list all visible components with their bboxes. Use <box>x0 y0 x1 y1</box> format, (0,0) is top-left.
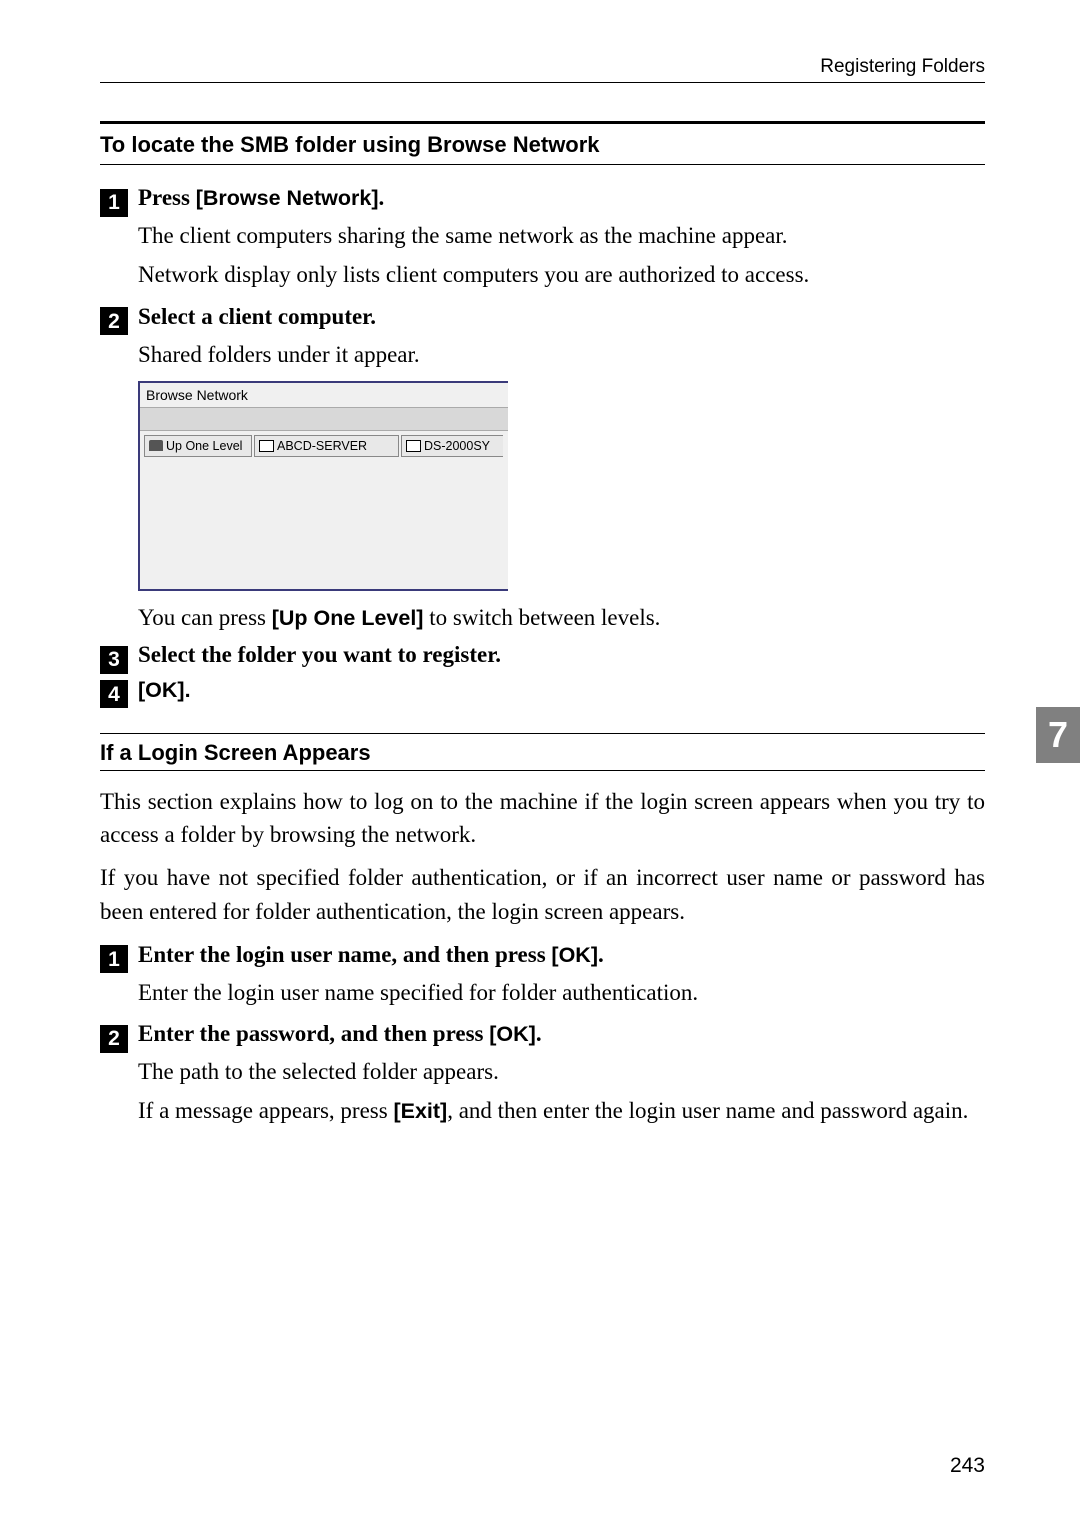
computer-icon <box>259 440 274 452</box>
step-3-title: Select the folder you want to register. <box>138 640 501 670</box>
login-s2-b2-bold: [Exit] <box>393 1099 447 1123</box>
up-one-level-button[interactable]: Up One Level <box>144 435 252 457</box>
computer-icon <box>406 440 421 452</box>
step-1-body-1: The client computers sharing the same ne… <box>138 219 985 252</box>
after-browse-pre: You can press <box>138 605 272 630</box>
step-number-3: 3 <box>100 646 128 674</box>
login-s1-body: Enter the login user name specified for … <box>138 976 985 1009</box>
step-2-title: Select a client computer. <box>138 302 376 332</box>
login-s1-pre: Enter the login user name, and then pres… <box>138 942 551 967</box>
login-s2-body1: The path to the selected folder appears. <box>138 1055 985 1088</box>
after-browse-note: You can press [Up One Level] to switch b… <box>138 601 985 634</box>
login-s2-post: . <box>536 1021 542 1046</box>
step-1-text-pre: Press <box>138 185 196 210</box>
page-number: 243 <box>950 1454 985 1478</box>
after-browse-post: to switch between levels. <box>423 605 660 630</box>
step-1-text-bold: [Browse Network] <box>196 186 379 210</box>
browse-item-row: Up One Level ABCD-SERVER DS-2000SY <box>140 431 508 461</box>
login-s2-bold: [OK] <box>489 1022 536 1046</box>
after-browse-bold: [Up One Level] <box>272 606 424 630</box>
server-label: ABCD-SERVER <box>277 439 367 453</box>
step-2-body: Shared folders under it appear. <box>138 338 985 371</box>
step-4-title: [OK]. <box>138 677 191 705</box>
browse-window-title: Browse Network <box>140 383 508 407</box>
step-1: 1 Press [Browse Network]. The client com… <box>100 183 985 292</box>
browse-window-toolbar <box>140 407 508 431</box>
step-2: 2 Select a client computer. Shared folde… <box>100 302 985 635</box>
step-1-text-post: . <box>379 185 385 210</box>
section-title: To locate the SMB folder using Browse Ne… <box>100 121 985 165</box>
folder-up-icon <box>149 440 163 451</box>
step-number-4: 4 <box>100 680 128 708</box>
up-one-level-label: Up One Level <box>166 439 242 453</box>
step-number-1: 1 <box>100 189 128 217</box>
login-step-number-2: 2 <box>100 1025 128 1053</box>
login-step-2: 2 Enter the password, and then press [OK… <box>100 1019 985 1128</box>
step-number-2: 2 <box>100 307 128 335</box>
step-1-body-2: Network display only lists client comput… <box>138 258 985 291</box>
login-s2-pre: Enter the password, and then press <box>138 1021 489 1046</box>
login-section-title: If a Login Screen Appears <box>100 733 985 771</box>
step-3: 3 Select the folder you want to register… <box>100 640 985 670</box>
login-s1-bold: [OK] <box>551 943 598 967</box>
chapter-tab: 7 <box>1036 707 1080 763</box>
login-step-1: 1 Enter the login user name, and then pr… <box>100 940 985 1009</box>
page-header: Registering Folders <box>100 56 985 83</box>
step-4: 4 [OK]. <box>100 676 985 704</box>
login-s2-b2-pre: If a message appears, press <box>138 1098 393 1123</box>
login-p2: If you have not specified folder authent… <box>100 861 985 928</box>
login-s1-post: . <box>598 942 604 967</box>
browse-network-window: Browse Network Up One Level ABCD-SERVER … <box>138 381 508 591</box>
server-button[interactable]: ABCD-SERVER <box>254 435 399 457</box>
login-s2-b2-post: , and then enter the login user name and… <box>447 1098 968 1123</box>
server-button-2[interactable]: DS-2000SY <box>401 435 503 457</box>
server-label-2: DS-2000SY <box>424 439 490 453</box>
login-p1: This section explains how to log on to t… <box>100 785 985 852</box>
login-step-number-1: 1 <box>100 945 128 973</box>
login-s2-body2: If a message appears, press [Exit], and … <box>138 1094 985 1127</box>
